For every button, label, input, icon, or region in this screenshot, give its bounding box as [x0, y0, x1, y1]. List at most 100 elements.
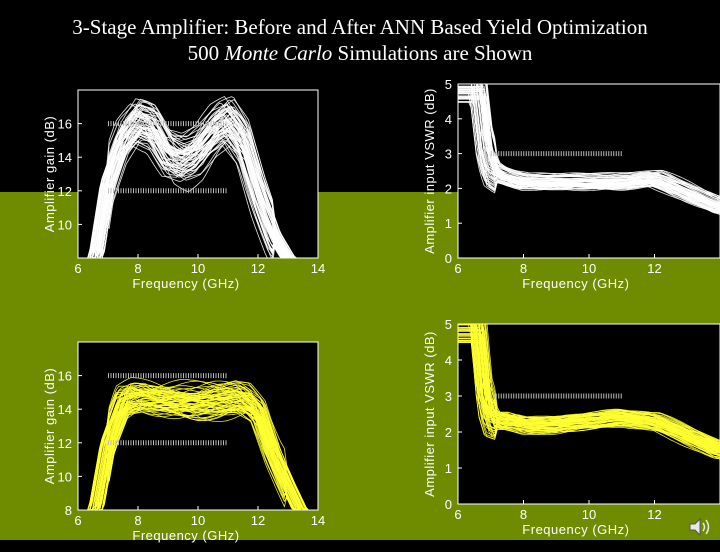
trace-group	[78, 95, 318, 258]
monte-carlo-trace	[458, 97, 720, 212]
x-tick-label: 8	[134, 513, 141, 528]
x-tick-label: 8	[520, 507, 527, 522]
x-tick-label: 6	[74, 513, 81, 528]
monte-carlo-trace	[485, 84, 720, 199]
y-tick-label: 0	[445, 497, 452, 512]
monte-carlo-trace	[78, 387, 318, 510]
monte-carlo-trace	[471, 84, 720, 206]
x-tick-label: 10	[191, 261, 205, 276]
y-tick-label: 4	[445, 353, 452, 368]
chart-before-vswr: 0 1 2 3 4 5 6 8 10 12 Frequency (GHz) Amplifier inp…	[420, 77, 720, 294]
speaker-icon[interactable]	[688, 516, 716, 538]
chart-svg-before-gain: 10 12 14 16 6 8 10 12 14 Frequency (GHz) Amplifier…	[42, 89, 325, 291]
monte-carlo-trace	[78, 104, 318, 258]
y-tick-label: 2	[445, 425, 452, 440]
monte-carlo-trace	[78, 115, 318, 258]
title-line-2: 500 Monte Carlo Simulations are Shown	[0, 40, 720, 66]
y-tick-label: 12	[58, 436, 72, 451]
monte-carlo-trace	[78, 404, 318, 510]
x-axis-label: Frequency (GHz)	[522, 276, 629, 291]
y-tick-label: 0	[445, 251, 452, 266]
x-tick-label: 6	[74, 261, 81, 276]
monte-carlo-trace	[78, 98, 318, 258]
y-tick-label: 16	[58, 117, 72, 132]
y-axis-label: Amplifier gain (dB)	[42, 368, 57, 484]
x-axis-label: Frequency (GHz)	[522, 522, 629, 537]
y-tick-label: 1	[445, 216, 452, 231]
x-tick-label: 12	[647, 261, 661, 276]
y-tick-label: 1	[445, 461, 452, 476]
y-axis-label: Amplifier gain (dB)	[42, 116, 57, 232]
monte-carlo-trace	[78, 120, 318, 258]
x-tick-label: 14	[311, 513, 325, 528]
monte-carlo-trace	[477, 324, 720, 448]
slide-title: 3-Stage Amplifier: Before and After ANN …	[0, 14, 720, 66]
y-tick-label: 10	[58, 217, 72, 232]
monte-carlo-trace	[78, 407, 318, 510]
monte-carlo-trace	[458, 86, 720, 206]
y-tick-label: 8	[65, 503, 72, 518]
title-line-2-post: Simulations are Shown	[332, 41, 533, 65]
y-tick-label: 3	[445, 147, 452, 162]
x-axis-label: Frequency (GHz)	[132, 528, 239, 543]
monte-carlo-trace	[480, 84, 720, 200]
y-tick-label: 12	[58, 184, 72, 199]
x-tick-label: 12	[251, 261, 265, 276]
monte-carlo-trace	[473, 84, 720, 200]
trace-group	[458, 324, 720, 460]
monte-carlo-trace	[458, 335, 720, 456]
monte-carlo-trace	[78, 390, 318, 510]
y-tick-label: 14	[58, 150, 72, 165]
x-tick-label: 8	[134, 261, 141, 276]
monte-carlo-trace	[458, 338, 720, 455]
monte-carlo-trace	[78, 395, 318, 510]
monte-carlo-trace	[78, 388, 318, 510]
monte-carlo-trace	[480, 84, 720, 198]
title-line-2-em: Monte Carlo	[224, 41, 333, 65]
y-tick-label: 16	[58, 369, 72, 384]
monte-carlo-trace	[78, 384, 318, 510]
monte-carlo-trace	[458, 97, 720, 212]
x-axis-label: Frequency (GHz)	[132, 276, 239, 291]
y-axis-label: Amplifier input VSWR (dB)	[422, 331, 437, 497]
trace-group	[458, 84, 720, 215]
x-tick-label: 6	[454, 261, 461, 276]
chart-after-gain: 8 10 12 14 16 6 8 10 12 14 Frequency (GHz) Amplifie…	[40, 336, 325, 552]
chart-before-gain: 10 12 14 16 6 8 10 12 14 Frequency (GHz) Amplifier…	[40, 84, 325, 294]
monte-carlo-trace	[78, 120, 318, 258]
monte-carlo-trace	[481, 324, 720, 444]
y-axis-label: Amplifier input VSWR (dB)	[422, 88, 437, 254]
y-tick-label: 5	[445, 77, 452, 92]
y-tick-label: 3	[445, 389, 452, 404]
y-tick-label: 14	[58, 402, 72, 417]
monte-carlo-trace	[78, 401, 318, 510]
monte-carlo-trace	[484, 324, 720, 444]
chart-after-vswr: 0 1 2 3 4 5 6 8 10 12 Frequency (GHz) Amplifier inp…	[420, 317, 720, 552]
monte-carlo-trace	[78, 396, 318, 510]
x-tick-label: 6	[454, 507, 461, 522]
x-tick-label: 12	[251, 513, 265, 528]
x-tick-label: 14	[311, 261, 325, 276]
monte-carlo-trace	[78, 130, 318, 258]
y-tick-label: 4	[445, 112, 452, 127]
x-tick-label: 10	[582, 261, 596, 276]
monte-carlo-trace	[458, 341, 720, 457]
trace-group	[78, 373, 318, 510]
monte-carlo-trace	[78, 402, 318, 510]
y-tick-label: 5	[445, 317, 452, 332]
x-tick-label: 10	[191, 513, 205, 528]
y-tick-label: 10	[58, 469, 72, 484]
title-line-2-pre: 500	[187, 41, 225, 65]
monte-carlo-trace	[78, 399, 318, 510]
monte-carlo-trace	[458, 101, 720, 213]
x-tick-label: 10	[582, 507, 596, 522]
x-tick-label: 12	[647, 507, 661, 522]
x-tick-label: 8	[520, 261, 527, 276]
monte-carlo-trace	[78, 391, 318, 510]
monte-carlo-trace	[78, 121, 318, 258]
monte-carlo-trace	[475, 324, 720, 442]
y-tick-label: 2	[445, 181, 452, 196]
